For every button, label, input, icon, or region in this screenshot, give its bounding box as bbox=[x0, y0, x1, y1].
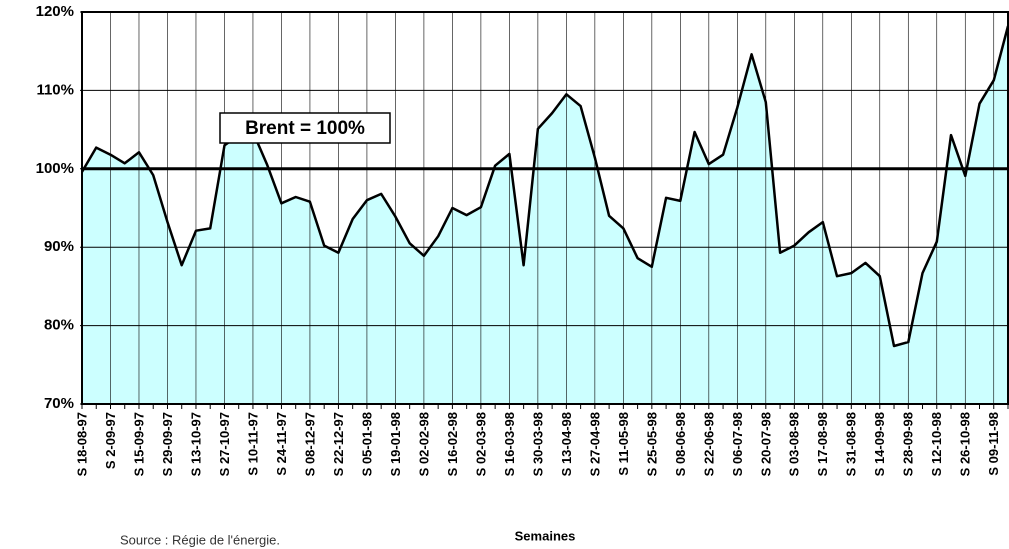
x-tick-label: S 11-05-98 bbox=[616, 412, 631, 476]
x-tick-label: S 17-08-98 bbox=[815, 412, 830, 476]
x-tick-label: S 10-11-97 bbox=[245, 412, 260, 476]
x-tick-label: S 24-11-97 bbox=[274, 412, 289, 476]
x-tick-label: S 09-11-98 bbox=[986, 412, 1001, 476]
x-tick-label: S 19-01-98 bbox=[388, 412, 403, 476]
x-tick-label: S 2-09-97 bbox=[103, 412, 118, 469]
x-tick-label: S 18-08-97 bbox=[74, 412, 89, 476]
x-tick-label: S 13-04-98 bbox=[559, 412, 574, 476]
x-tick-label: S 08-12-97 bbox=[302, 412, 317, 476]
x-tick-label: S 15-09-97 bbox=[131, 412, 146, 476]
y-tick-label: 110% bbox=[36, 81, 74, 98]
x-tick-label: S 08-06-98 bbox=[673, 412, 688, 476]
x-tick-label: S 22-06-98 bbox=[701, 412, 716, 476]
x-tick-label: S 30-03-98 bbox=[530, 412, 545, 476]
area-fill bbox=[82, 26, 1008, 404]
x-tick-label: S 13-10-97 bbox=[188, 412, 203, 476]
annotation-box bbox=[219, 112, 391, 144]
x-tick-label: S 22-12-97 bbox=[331, 412, 346, 476]
x-tick-label: S 20-07-98 bbox=[758, 412, 773, 476]
x-tick-label: S 28-09-98 bbox=[901, 412, 916, 476]
x-tick-label: S 03-08-98 bbox=[787, 412, 802, 476]
x-tick-label: S 16-02-98 bbox=[445, 412, 460, 476]
x-tick-label: S 06-07-98 bbox=[730, 412, 745, 476]
y-tick-label: 70% bbox=[44, 395, 74, 412]
x-tick-label: S 16-03-98 bbox=[502, 412, 517, 476]
x-tick-label: S 29-09-97 bbox=[160, 412, 175, 476]
source-note: Source : Régie de l'énergie. bbox=[120, 532, 280, 547]
plot-frame bbox=[81, 11, 1009, 405]
x-tick-label: S 25-05-98 bbox=[644, 412, 659, 476]
x-tick-label: S 27-04-98 bbox=[587, 412, 602, 476]
x-tick-label: S 27-10-97 bbox=[217, 412, 232, 476]
x-tick-label: S 02-02-98 bbox=[416, 412, 431, 476]
x-axis-title: Semaines bbox=[515, 528, 576, 543]
x-tick-label: S 05-01-98 bbox=[359, 412, 374, 476]
x-tick-label: S 14-09-98 bbox=[872, 412, 887, 476]
x-tick-label: S 26-10-98 bbox=[958, 412, 973, 476]
x-tick-label: S 12-10-98 bbox=[929, 412, 944, 476]
y-tick-label: 80% bbox=[44, 317, 74, 334]
x-tick-label: S 31-08-98 bbox=[844, 412, 859, 476]
y-tick-label: 90% bbox=[44, 238, 74, 255]
x-tick-label: S 02-03-98 bbox=[473, 412, 488, 476]
y-tick-label: 100% bbox=[36, 160, 74, 177]
y-tick-label: 120% bbox=[36, 3, 74, 20]
annotation-label: Brent = 100% bbox=[245, 118, 365, 139]
